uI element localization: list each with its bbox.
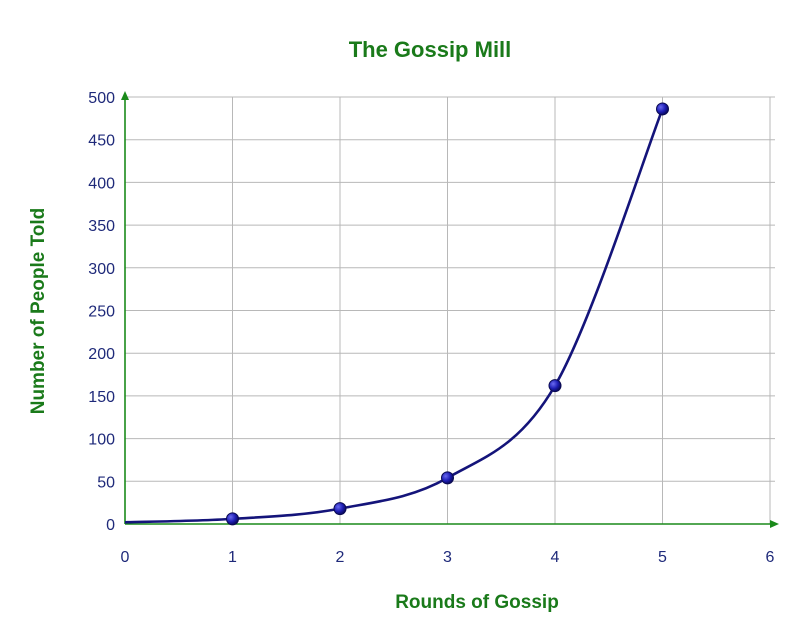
data-point	[656, 102, 669, 116]
data-point	[226, 512, 239, 526]
y-tick-label: 200	[88, 346, 115, 363]
x-tick-label: 1	[228, 549, 237, 566]
y-tick-label: 300	[88, 261, 115, 278]
y-tick-label: 100	[88, 432, 115, 449]
axis-layer	[121, 91, 779, 528]
data-point	[548, 379, 562, 393]
data-point	[441, 471, 454, 485]
x-tick-label: 2	[336, 549, 345, 566]
y-tick-label: 400	[88, 175, 115, 192]
data-layer	[124, 102, 669, 526]
x-tick-label: 4	[551, 549, 560, 566]
y-tick-label: 150	[88, 389, 115, 406]
y-axis-arrow	[121, 91, 129, 100]
x-axis-arrow	[770, 520, 779, 528]
x-axis-label: Rounds of Gossip	[395, 592, 559, 613]
y-axis-label: Number of People Told	[28, 208, 49, 415]
grid-layer	[125, 96, 775, 524]
y-tick-label: 350	[88, 218, 115, 235]
x-tick-label: 0	[121, 549, 130, 566]
series-line	[124, 108, 664, 524]
data-point	[333, 502, 347, 516]
x-tick-label: 3	[443, 549, 452, 566]
y-tick-label: 50	[97, 474, 115, 491]
x-tick-label: 5	[658, 549, 667, 566]
y-tick-label: 500	[88, 90, 115, 107]
y-tick-label: 450	[88, 133, 115, 150]
chart-title: The Gossip Mill	[349, 37, 512, 62]
x-tick-label: 6	[766, 549, 775, 566]
y-tick-label: 250	[88, 304, 115, 321]
tick-layer: 0 1 2 3 4 5 6 0 50 100 150 200 250 300 350 400 450 500	[88, 90, 774, 566]
y-tick-label: 0	[106, 517, 115, 534]
